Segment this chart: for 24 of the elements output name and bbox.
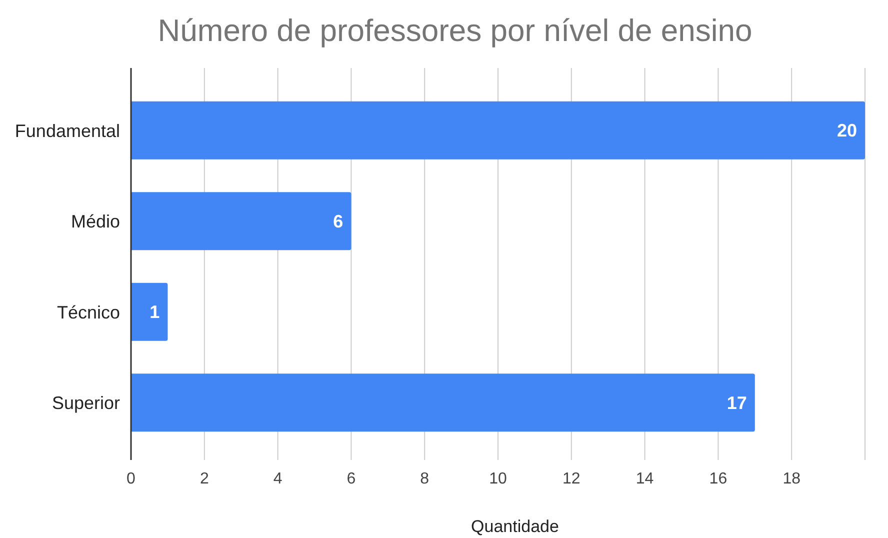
y-tick-label: Técnico bbox=[56, 302, 120, 322]
y-tick-label: Superior bbox=[52, 393, 120, 414]
data-label: 1 bbox=[150, 302, 160, 322]
chart-title: Número de professores por nível de ensino bbox=[156, 12, 754, 50]
bar bbox=[131, 374, 755, 432]
y-tick-label: Médio bbox=[70, 212, 120, 232]
x-tick-label: 14 bbox=[636, 470, 654, 488]
y-tick-label: Fundamental bbox=[14, 120, 120, 141]
x-tick-label: 2 bbox=[200, 470, 209, 488]
x-tick-label: 8 bbox=[420, 470, 430, 488]
x-tick-label: 4 bbox=[273, 470, 282, 488]
x-tick-label: 12 bbox=[562, 470, 580, 488]
bar bbox=[131, 192, 352, 250]
x-tick-label: 6 bbox=[346, 470, 356, 488]
bar bbox=[131, 282, 168, 341]
x-tick-label: 18 bbox=[782, 470, 801, 488]
x-axis-title: Quantidade bbox=[471, 517, 559, 536]
x-tick-label: 16 bbox=[709, 470, 728, 488]
x-tick-label: 10 bbox=[489, 470, 507, 488]
x-tick-label: 0 bbox=[126, 470, 136, 488]
bar bbox=[131, 101, 865, 160]
data-label: 6 bbox=[333, 211, 344, 232]
data-label: 20 bbox=[836, 120, 857, 141]
data-label: 17 bbox=[726, 392, 747, 413]
